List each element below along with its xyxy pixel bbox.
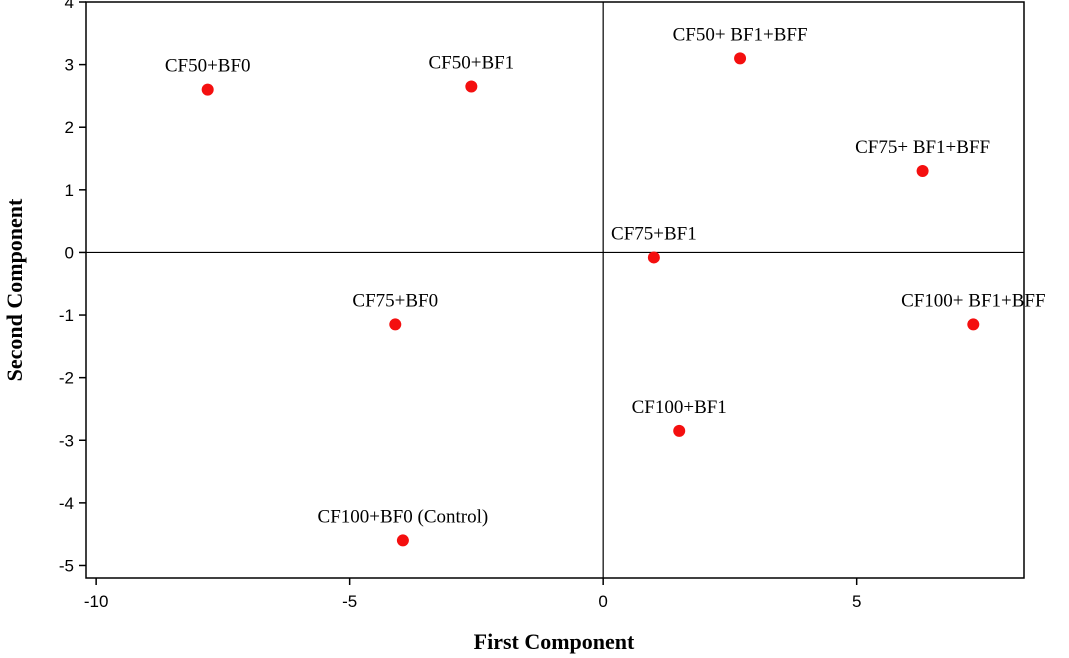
data-point bbox=[967, 318, 980, 331]
y-tick-label: -2 bbox=[59, 369, 74, 388]
data-point bbox=[916, 165, 929, 178]
data-point bbox=[647, 251, 660, 264]
plot-border bbox=[85, 1, 1025, 579]
y-tick-label: 0 bbox=[65, 243, 74, 262]
x-tick-label: 0 bbox=[598, 592, 607, 611]
x-tick-label: -10 bbox=[84, 592, 109, 611]
data-point-label: CF50+BF1 bbox=[428, 53, 514, 74]
data-point-label: CF100+BF1 bbox=[632, 397, 727, 418]
y-tick-label: -5 bbox=[59, 556, 74, 575]
data-point bbox=[673, 424, 686, 437]
x-axis-ticks: -10 -5 0 5 bbox=[84, 578, 861, 611]
data-point bbox=[201, 83, 214, 96]
data-points bbox=[201, 52, 980, 547]
data-point bbox=[465, 80, 478, 93]
data-point-label: CF75+ BF1+BFF bbox=[855, 137, 990, 158]
y-tick-label: -3 bbox=[59, 431, 74, 450]
x-tick-label: -5 bbox=[342, 592, 357, 611]
y-axis-ticks: -5 -4 -3 -2 -1 0 1 2 3 4 bbox=[59, 0, 86, 575]
data-point-label: CF50+ BF1+BFF bbox=[673, 24, 808, 45]
x-tick-label: 5 bbox=[852, 592, 861, 611]
data-point bbox=[389, 318, 402, 331]
y-tick-label: -4 bbox=[59, 494, 74, 513]
data-point-label: CF75+BF1 bbox=[611, 223, 697, 244]
data-point bbox=[734, 52, 747, 65]
y-tick-label: 3 bbox=[65, 56, 74, 75]
data-point-label: CF50+BF0 bbox=[165, 56, 251, 77]
y-axis-title: Second Component bbox=[2, 198, 27, 381]
data-point bbox=[396, 534, 409, 547]
plot-frame bbox=[85, 1, 1025, 579]
y-tick-label: 2 bbox=[65, 118, 74, 137]
data-point-labels: CF50+BF0 CF50+BF1 CF50+ BF1+BFF CF75+ BF1+B… bbox=[165, 24, 1046, 527]
y-tick-label: 1 bbox=[65, 181, 74, 200]
data-point-label: CF75+BF0 bbox=[352, 290, 438, 311]
x-axis-title: First Component bbox=[474, 629, 635, 654]
data-point-label: CF100+BF0 (Control) bbox=[318, 506, 489, 527]
data-point-label: CF100+ BF1+BFF bbox=[901, 290, 1045, 311]
reference-lines bbox=[86, 2, 1024, 578]
y-tick-label: 4 bbox=[65, 0, 74, 12]
y-tick-label: -1 bbox=[59, 306, 74, 325]
